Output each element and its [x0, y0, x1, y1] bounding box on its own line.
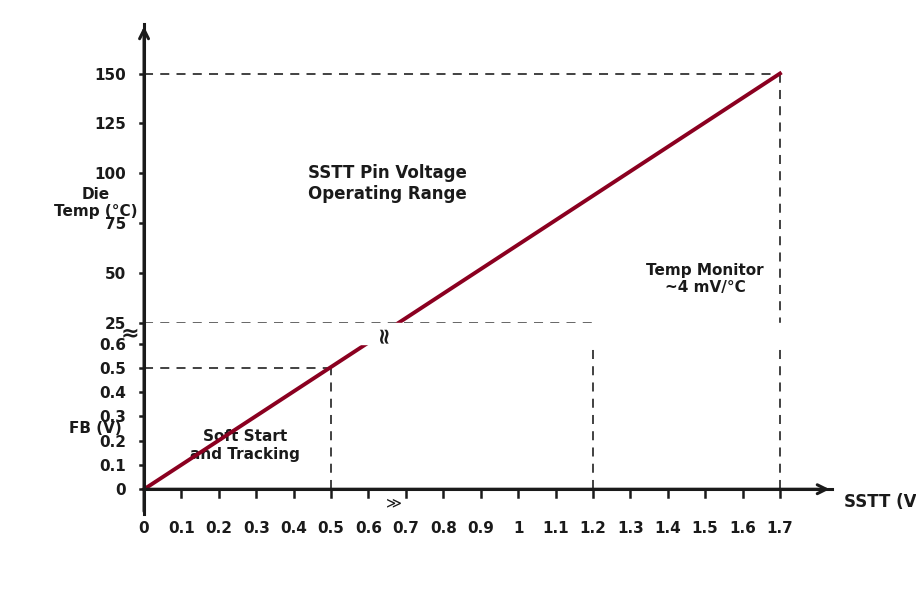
- Text: Soft Start
and Tracking: Soft Start and Tracking: [191, 430, 300, 462]
- Text: FB (V): FB (V): [69, 421, 122, 436]
- Text: SSTT Pin Voltage
Operating Range: SSTT Pin Voltage Operating Range: [308, 164, 466, 203]
- Text: ≈: ≈: [121, 323, 139, 343]
- Text: ≫: ≫: [386, 495, 402, 510]
- Text: ≈: ≈: [373, 324, 393, 343]
- Text: SSTT (V): SSTT (V): [844, 493, 916, 511]
- Text: Die
Temp (°C): Die Temp (°C): [54, 187, 137, 219]
- Text: Temp Monitor
~4 mV/°C: Temp Monitor ~4 mV/°C: [647, 263, 764, 296]
